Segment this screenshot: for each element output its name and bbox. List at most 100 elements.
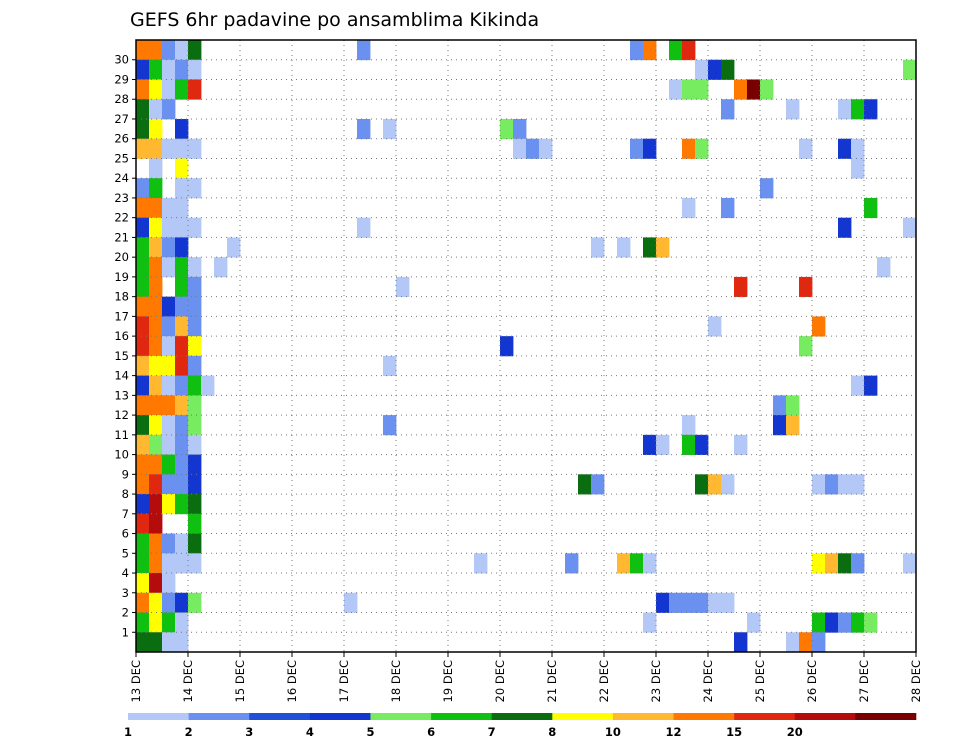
heatmap-cell [162, 375, 176, 396]
x-axis-date-ticks: 13 DEC 14 DEC 15 DEC 16 DEC 17 DEC 18 DEC 19 D… [129, 652, 923, 702]
heatmap-cell [851, 158, 865, 179]
heatmap-cell [162, 573, 176, 594]
heatmap-cell [695, 59, 709, 80]
heatmap-cell [669, 79, 683, 100]
heatmap-cell [851, 138, 865, 159]
y-tick-label: 2 [122, 606, 129, 620]
heatmap-cell [149, 138, 163, 159]
heatmap-cell [149, 592, 163, 613]
heatmap-cell [149, 40, 163, 61]
heatmap-cell [136, 513, 150, 534]
heatmap-cell [864, 99, 878, 120]
heatmap-cell [227, 237, 241, 258]
heatmap-cell [149, 316, 163, 337]
colorbar: 1 2 3 4 5 6 7 8 10 12 15 20 [124, 713, 917, 739]
heatmap-cell [357, 118, 371, 140]
y-tick-label: 28 [114, 92, 129, 106]
heatmap-cell [162, 395, 176, 416]
heatmap-cell [175, 355, 189, 377]
heatmap-cell [734, 632, 748, 653]
heatmap-cell [162, 79, 176, 100]
heatmap-cell [188, 415, 202, 436]
heatmap-cell [175, 415, 189, 436]
heatmap-cell [136, 592, 150, 613]
heatmap-cell [643, 612, 657, 633]
x-tick-label: 13 DEC [129, 660, 143, 702]
heatmap-cell [162, 415, 176, 436]
heatmap-cell [175, 612, 189, 633]
heatmap-cell [474, 553, 488, 574]
y-tick-label: 14 [114, 369, 129, 383]
heatmap-cell [188, 276, 202, 298]
heatmap-cell [825, 612, 839, 633]
colorbar-label: 7 [488, 725, 496, 739]
heatmap-cell [188, 257, 202, 278]
heatmap-cell [838, 99, 852, 120]
x-tick-label: 25 DEC [753, 660, 767, 702]
colorbar-segment [612, 713, 674, 720]
heatmap-cell [903, 217, 917, 238]
heatmap-cell [149, 553, 163, 574]
heatmap-cell [136, 197, 150, 219]
heatmap-cell [682, 434, 696, 455]
heatmap-cell [656, 434, 670, 455]
heatmap-cell [188, 592, 202, 613]
heatmap-cell [643, 40, 657, 61]
heatmap-cell [162, 434, 176, 455]
heatmap-cell [188, 138, 202, 159]
heatmap-cell [136, 257, 150, 278]
y-tick-label: 22 [114, 211, 129, 225]
heatmap-cell [175, 296, 189, 317]
heatmap-cell [149, 533, 163, 554]
heatmap-cell [721, 59, 735, 80]
heatmap-cell [136, 533, 150, 554]
heatmap-cell [721, 474, 735, 495]
heatmap-cell [851, 99, 865, 120]
heatmap-cell [383, 118, 397, 140]
y-tick-label: 13 [114, 388, 129, 402]
heatmap-cell [617, 553, 631, 574]
heatmap-cell [812, 316, 826, 337]
colorbar-label: 3 [245, 725, 253, 739]
heatmap-cell [669, 592, 683, 613]
heatmap-cell [734, 79, 748, 100]
y-tick-label: 8 [122, 487, 129, 501]
heatmap-cell [162, 612, 176, 633]
heatmap-cell [799, 276, 813, 298]
heatmap-cell [136, 336, 150, 357]
heatmap-cell [162, 296, 176, 317]
y-tick-label: 24 [114, 171, 129, 185]
heatmap-cell [149, 513, 163, 534]
heatmap-cell [188, 494, 202, 515]
heatmap-cell [175, 40, 189, 61]
heatmap-cell [136, 296, 150, 317]
heatmap-cell [383, 415, 397, 436]
heatmap-cell [136, 276, 150, 298]
heatmap-cell [175, 197, 189, 219]
heatmap-cell [149, 197, 163, 219]
colorbar-label: 1 [124, 725, 132, 739]
colorbar-segment [794, 713, 856, 720]
y-tick-label: 23 [114, 191, 129, 205]
colorbar-label: 10 [605, 725, 621, 739]
heatmap-cell [149, 79, 163, 100]
heatmap-cell [851, 612, 865, 633]
heatmap-cell [149, 415, 163, 436]
heatmap-cell [136, 553, 150, 574]
heatmap-cell [136, 474, 150, 495]
heatmap-cell [630, 40, 644, 61]
heatmap-cell [708, 592, 722, 613]
heatmap-cell [630, 138, 644, 159]
heatmap-cell [682, 138, 696, 159]
heatmap-cell [188, 395, 202, 416]
heatmap-cell [721, 197, 735, 219]
heatmap-cell [175, 138, 189, 159]
heatmap-cell [630, 553, 644, 574]
heatmap-cell [682, 79, 696, 100]
heatmap-cell [773, 395, 787, 416]
x-tick-label: 24 DEC [701, 660, 715, 702]
heatmap-cell [695, 434, 709, 455]
heatmap-cell [136, 415, 150, 436]
heatmap-cell [136, 138, 150, 159]
